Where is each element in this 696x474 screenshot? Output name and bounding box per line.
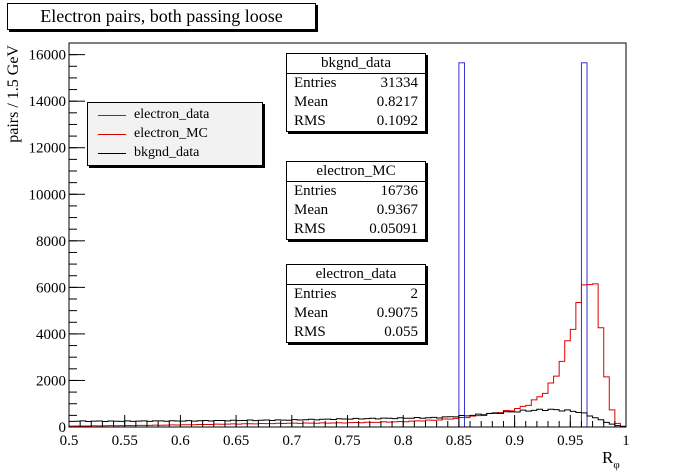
x-tick-label: 0.7	[282, 433, 301, 449]
legend-entry-electron-data: electron_data	[88, 106, 209, 124]
y-axis-label: pairs / 1.5 GeV	[5, 45, 22, 143]
statbox-title: bkgnd_data	[287, 54, 425, 74]
x-axis-label: Rφ	[602, 448, 620, 471]
legend-label-bkgnd-data: bkgnd_data	[134, 145, 200, 160]
x-tick-label: 1	[622, 433, 630, 449]
statbox-row-mean: Mean 0.8217	[294, 94, 418, 110]
y-axis: 0 2000 4000 6000 8000 10000 12000 14000 16000	[29, 42, 85, 436]
statbox-row-mean: Mean 0.9075	[294, 305, 418, 321]
x-tick-label: 0.9	[505, 433, 524, 449]
chart-title: Electron pairs, both passing loose	[7, 3, 316, 30]
x-tick-label: 0.85	[446, 433, 472, 449]
y-tick-label: 0	[59, 420, 67, 436]
statbox-row-entries: Entries 31334	[294, 75, 418, 91]
legend-swatch-electron-data	[98, 114, 126, 116]
y-tick-label: 10000	[29, 187, 67, 203]
x-tick-label: 0.8	[394, 433, 413, 449]
legend: electron_data electron_MC bkgnd_data	[87, 102, 263, 166]
statbox-row-entries: Entries 16736	[294, 183, 418, 199]
statbox-row-rms: RMS 0.05091	[294, 221, 418, 237]
y-tick-label: 12000	[29, 141, 67, 157]
statbox-title: electron_MC	[287, 162, 425, 182]
x-tick-label: 0.95	[557, 433, 583, 449]
statbox-row-rms: RMS 0.1092	[294, 113, 418, 129]
y-tick-label: 16000	[29, 48, 67, 64]
y-tick-label: 14000	[29, 94, 67, 110]
statbox-row-entries: Entries 2	[294, 286, 418, 302]
statbox-electron-mc: electron_MC Entries 16736 Mean 0.9367 RMS 0…	[286, 161, 426, 240]
x-tick-label: 0.5	[60, 433, 79, 449]
statbox-row-mean: Mean 0.9367	[294, 202, 418, 218]
x-tick-label: 0.55	[112, 433, 138, 449]
y-tick-label: 2000	[36, 373, 66, 389]
x-tick-label: 0.6	[171, 433, 190, 449]
y-tick-label: 4000	[36, 327, 66, 343]
y-tick-label: 6000	[36, 280, 66, 296]
x-tick-label: 0.65	[223, 433, 249, 449]
y-tick-label: 8000	[36, 234, 66, 250]
statbox-electron-data: electron_data Entries 2 Mean 0.9075 RMS 0.0…	[286, 264, 426, 343]
legend-label-electron-mc: electron_MC	[134, 126, 208, 141]
statbox-bkgnd-data: bkgnd_data Entries 31334 Mean 0.8217 RMS 0.…	[286, 53, 426, 132]
legend-entry-bkgnd-data: bkgnd_data	[88, 144, 199, 162]
series-electron-data-bin-1	[580, 62, 588, 428]
x-tick-label: 0.75	[334, 433, 360, 449]
statbox-title: electron_data	[287, 265, 425, 285]
legend-entry-electron-mc: electron_MC	[88, 125, 208, 143]
x-axis: 0.5 0.55 0.6 0.65 0.7 0.75 0.8 0.85 0.9 0.95 1	[60, 415, 630, 449]
legend-swatch-electron-mc	[98, 133, 126, 135]
legend-label-electron-data: electron_data	[134, 107, 210, 122]
legend-swatch-bkgnd-data	[98, 152, 126, 154]
statbox-row-rms: RMS 0.055	[294, 324, 418, 340]
series-electron-data-bin-0	[458, 62, 465, 428]
